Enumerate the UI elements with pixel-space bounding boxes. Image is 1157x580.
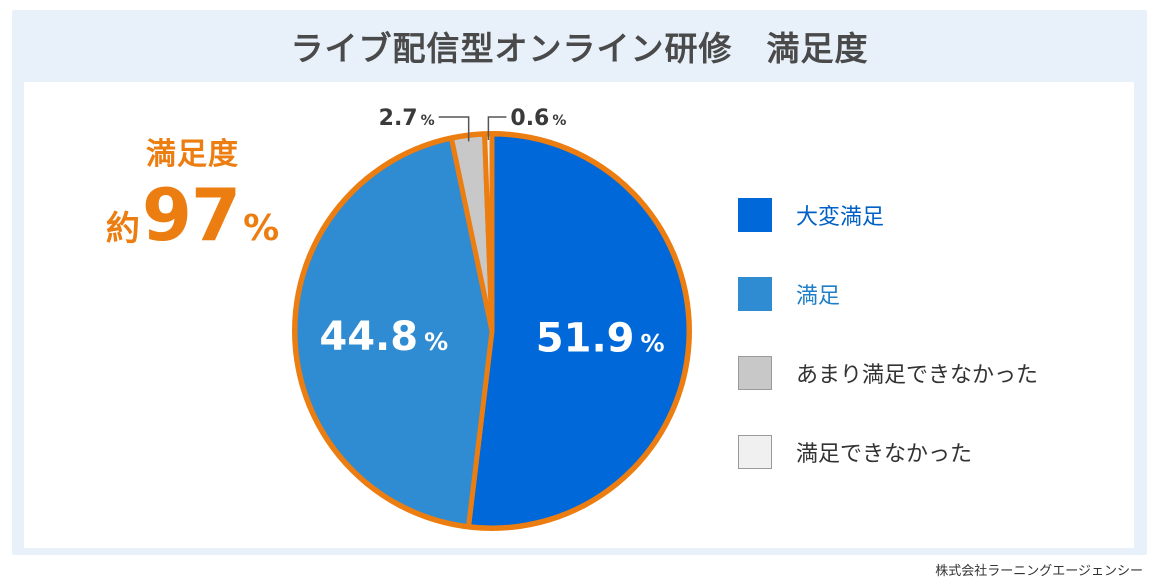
source-credit: 株式会社ラーニングエージェンシー [935, 564, 1143, 579]
satisfaction-headline: 満足度 約 97 % [85, 135, 300, 269]
headline-unit: % [243, 208, 280, 249]
callout-label-2: 2.7% [379, 106, 435, 131]
callout-line-2 [438, 116, 470, 142]
callout-label-3: 0.6% [510, 106, 566, 131]
legend-swatch-2 [738, 355, 772, 390]
slice-label-0: 51.9% [536, 315, 665, 361]
legend-swatch-1 [738, 276, 772, 311]
callout-line-3 [487, 116, 507, 141]
legend-item-3: 満足できなかった [738, 412, 1038, 491]
headline-label: 満足度 [146, 137, 239, 172]
legend-label-1: 満足 [796, 283, 841, 309]
legend-label-3: 満足できなかった [796, 441, 973, 467]
pie-slice-1 [292, 135, 495, 530]
slice-label-1: 44.8% [319, 314, 448, 360]
headline-approx: 約 [105, 209, 140, 249]
legend-label-2: あまり満足できなかった [796, 362, 1039, 388]
legend-item-0: 大変満足 [738, 175, 1038, 254]
legend-item-1: 満足 [738, 254, 1038, 333]
legend-item-2: あまり満足できなかった [738, 333, 1038, 412]
legend: 大変満足満足あまり満足できなかった 満足できなかった [738, 175, 1038, 491]
pie-slice-0 [466, 131, 692, 531]
legend-swatch-3 [738, 434, 772, 469]
chart-title: ライブ配信型オンライン研修 満足度 [290, 29, 869, 68]
legend-label-0: 大変満足 [796, 204, 885, 230]
headline-figure: 約 97 % [85, 175, 300, 269]
legend-swatch-0 [738, 197, 772, 232]
headline-value: 97 [141, 173, 241, 257]
